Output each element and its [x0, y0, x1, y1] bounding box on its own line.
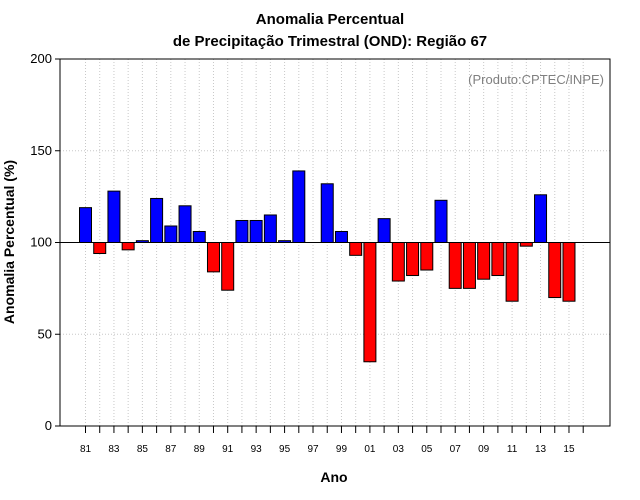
x-tick-label: 09: [478, 444, 490, 455]
bar-13: [534, 194, 548, 243]
x-tick-label: 03: [393, 444, 405, 455]
bar-06: [434, 199, 448, 243]
x-tick-label: 83: [108, 444, 120, 455]
y-axis: 0 50 100 150 200: [30, 51, 60, 433]
bar-01: [363, 242, 377, 363]
bar-14: [548, 242, 562, 299]
bar-89: [192, 230, 206, 244]
x-tick-label: 97: [307, 444, 319, 455]
x-tick-label: 05: [421, 444, 433, 455]
bar-03: [391, 242, 405, 282]
bar-11: [505, 242, 519, 302]
bar-84: [121, 242, 135, 251]
bar-98: [320, 183, 334, 243]
chart-title-line1: Anomalia Percentual: [256, 11, 404, 28]
x-tick-label: 87: [165, 444, 177, 455]
y-tick-label: 0: [45, 418, 52, 433]
bar-07: [448, 242, 462, 289]
bar-04: [406, 242, 420, 277]
bar-88: [178, 205, 192, 244]
x-tick-label: 93: [251, 444, 263, 455]
chart-title-line2: de Precipitação Trimestral (OND): Região…: [173, 33, 487, 50]
x-tick-label: 81: [80, 444, 92, 455]
bar-10: [491, 242, 505, 277]
y-tick-label: 200: [30, 51, 52, 66]
bar-92: [235, 219, 249, 243]
x-axis: 81 83 85 87 89 91 93 95 97 99 01 03 05 07 09 11 13 15: [80, 426, 584, 455]
x-tick-label: 11: [507, 444, 518, 455]
bar-93: [249, 219, 263, 243]
x-tick-label: 89: [194, 444, 206, 455]
x-axis-label: Ano: [320, 469, 347, 485]
x-tick-label: 95: [279, 444, 291, 455]
bar-87: [164, 225, 178, 243]
x-tick-label: 01: [364, 444, 376, 455]
bar-00: [349, 242, 363, 256]
source-annotation: (Produto:CPTEC/INPE): [468, 72, 604, 87]
bar-99: [334, 230, 348, 244]
bar-82: [93, 242, 107, 255]
bars: [79, 170, 576, 363]
bar-02: [377, 218, 391, 244]
y-tick-label: 50: [38, 326, 52, 341]
bar-86: [150, 197, 164, 244]
x-tick-label: 91: [222, 444, 234, 455]
x-tick-label: 15: [563, 444, 575, 455]
x-tick-label: 13: [535, 444, 547, 455]
bar-94: [263, 214, 277, 244]
bar-09: [477, 242, 491, 280]
x-tick-label: 99: [336, 444, 348, 455]
x-tick-label: 07: [450, 444, 462, 455]
bar-90: [206, 242, 220, 273]
y-axis-label: Anomalia Percentual (%): [1, 160, 17, 324]
bar-05: [420, 242, 434, 271]
y-tick-label: 100: [30, 235, 52, 250]
bar-81: [79, 207, 92, 243]
y-tick-label: 150: [30, 143, 52, 158]
bar-83: [107, 190, 121, 243]
bar-08: [462, 242, 476, 289]
bar-12: [519, 242, 533, 247]
bar-91: [221, 242, 235, 291]
bar-96: [292, 170, 306, 243]
x-tick-label: 85: [137, 444, 149, 455]
bar-15: [562, 242, 576, 302]
